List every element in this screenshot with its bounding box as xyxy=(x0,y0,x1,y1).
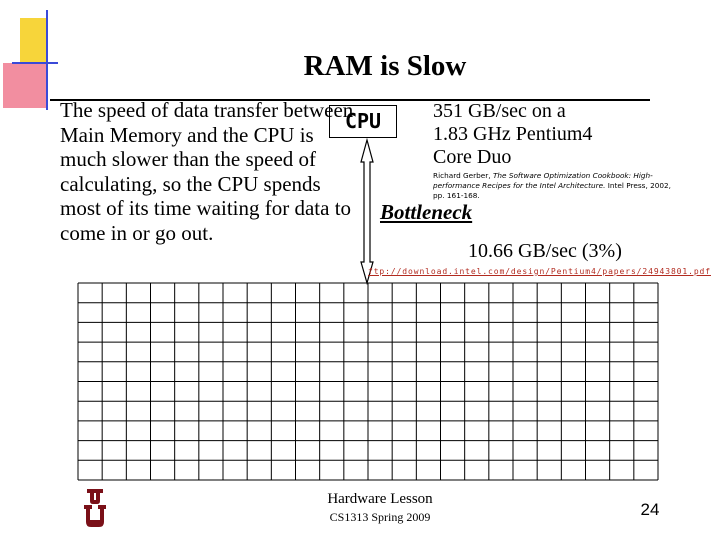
cpu-speed-stat: 351 GB/sec on a 1.83 GHz Pentium4 Core D… xyxy=(433,100,592,169)
stat-line-1: 351 GB/sec on a xyxy=(433,100,566,122)
bus-speed: 10.66 GB/sec (3%) xyxy=(468,240,622,262)
bottleneck-label: Bottleneck xyxy=(380,200,473,224)
source-link[interactable]: ftp://download.intel.com/design/Pentium4… xyxy=(368,267,711,276)
title-divider xyxy=(50,99,650,101)
page-number: 24 xyxy=(640,500,660,519)
citation: Richard Gerber, The Software Optimizatio… xyxy=(433,171,683,201)
citation-suffix: Intel Press, 2002, pp. 161-168. xyxy=(433,181,671,200)
stat-line-3: Core Duo xyxy=(433,146,512,168)
bus-arrow-icon xyxy=(360,137,374,286)
corner-squares-icon xyxy=(3,10,58,110)
footer-title: Hardware Lesson xyxy=(327,491,433,507)
citation-title: The Software Optimization Cookbook: High… xyxy=(433,171,653,190)
citation-prefix: Richard Gerber, xyxy=(433,171,493,180)
cpu-box: CPU xyxy=(329,105,397,138)
slide-title: RAM is Slow xyxy=(303,50,467,82)
ou-logo-icon xyxy=(84,489,106,527)
footer-subtitle: CS1313 Spring 2009 xyxy=(329,510,431,524)
stat-line-2: 1.83 GHz Pentium4 xyxy=(433,123,593,145)
body-text: The speed of data transfer between Main … xyxy=(60,98,354,245)
